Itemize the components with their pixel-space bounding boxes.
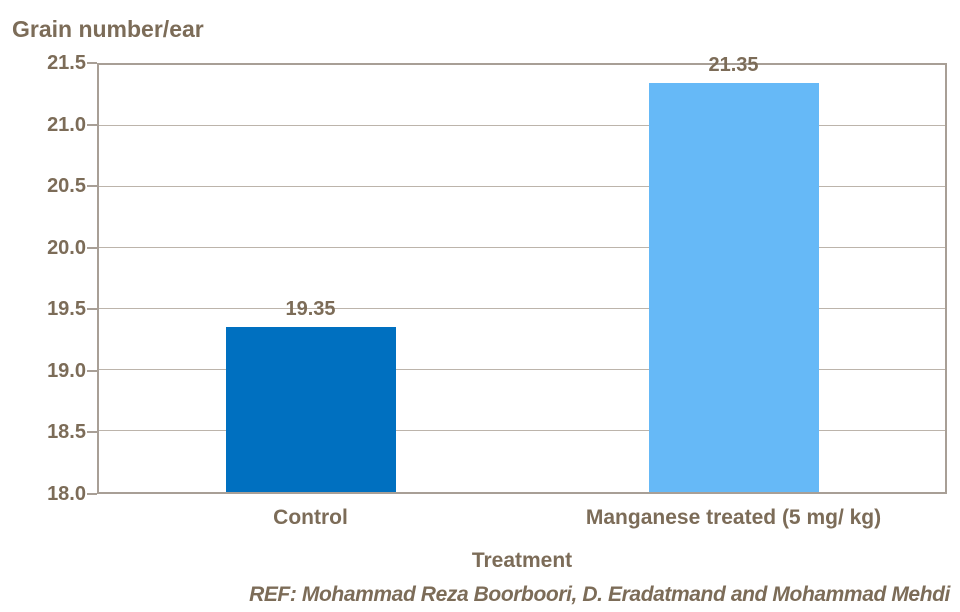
- y-axis-ticks: [87, 62, 97, 495]
- y-axis-labels: 21.5 21.0 20.5 20.0 19.5 19.0 18.5 18.0: [0, 52, 86, 505]
- y-tick-mark: [87, 185, 97, 188]
- reference-footnote: REF: Mohammad Reza Boorboori, D. Eradatm…: [249, 583, 950, 606]
- y-tick-label: 20.0: [47, 236, 86, 259]
- bar-control: [225, 327, 396, 492]
- y-tick-label: 19.5: [47, 298, 86, 321]
- y-tick-mark: [87, 246, 97, 249]
- y-tick-label: 20.5: [47, 175, 86, 198]
- y-tick-mark: [87, 123, 97, 126]
- y-tick-mark: [87, 308, 97, 311]
- y-tick-label: 19.0: [47, 359, 86, 382]
- bar-manganese: [648, 83, 819, 492]
- gridline: [99, 124, 945, 126]
- y-tick-label: 21.0: [47, 113, 86, 136]
- plot-area: 19.35 21.35: [97, 54, 947, 494]
- bar-data-label: 21.35: [708, 54, 759, 77]
- y-tick-label: 18.0: [47, 483, 86, 505]
- gridline: [99, 369, 945, 370]
- y-tick-mark: [87, 62, 97, 64]
- gridline: [99, 307, 945, 309]
- x-category-label-control: Control: [273, 506, 348, 529]
- x-category-labels: Control Manganese treated (5 mg/ kg): [99, 506, 945, 530]
- gridline: [99, 430, 945, 431]
- x-category-label-manganese: Manganese treated (5 mg/ kg): [585, 506, 882, 529]
- y-tick-mark: [87, 369, 97, 372]
- y-axis-title: Grain number/ear: [12, 16, 204, 42]
- y-tick-mark: [87, 431, 97, 434]
- gridline: [99, 247, 945, 248]
- bar-data-label: 19.35: [285, 298, 336, 321]
- y-tick-mark: [87, 493, 97, 495]
- x-axis-title: Treatment: [471, 549, 573, 572]
- gridline: [99, 185, 945, 187]
- y-tick-label: 21.5: [47, 52, 86, 74]
- y-tick-label: 18.5: [47, 421, 86, 444]
